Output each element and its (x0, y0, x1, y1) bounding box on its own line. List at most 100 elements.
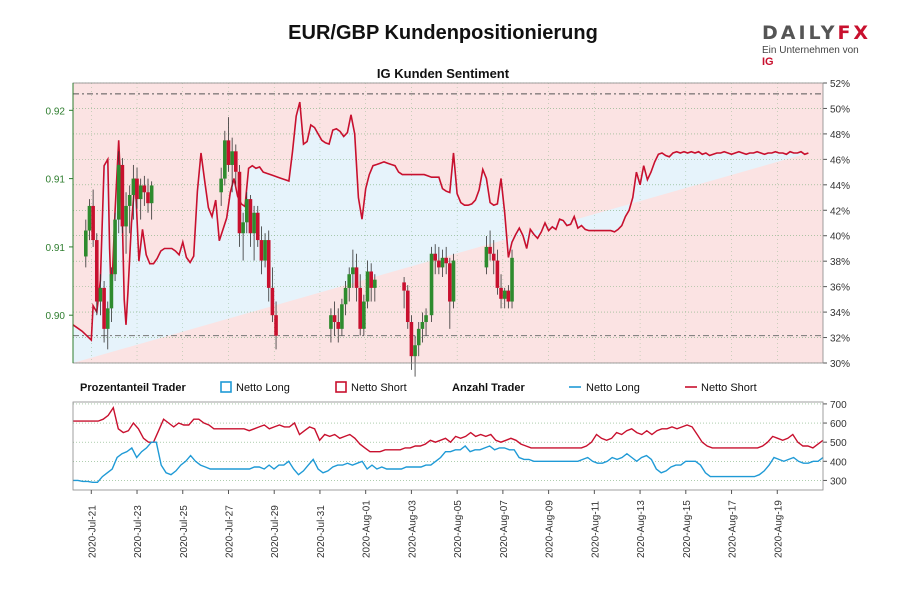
bottom-tick-label: 400 (830, 457, 847, 468)
left-tick-label: 0.92 (46, 106, 66, 117)
x-tick-label: 2020-Aug-09 (545, 500, 556, 558)
candle-body (259, 240, 264, 261)
x-tick-label: 2020-Aug-03 (407, 500, 418, 558)
x-tick-label: 2020-Aug-15 (682, 500, 693, 558)
candle-body (329, 315, 333, 329)
candle-body (437, 260, 441, 268)
candle-body (332, 315, 337, 323)
candle-body (506, 290, 511, 302)
legend-long-box (220, 381, 232, 393)
candle-body (237, 171, 242, 234)
candle-body (263, 240, 267, 261)
net-short-count-line (73, 405, 824, 453)
candle-body (98, 287, 103, 302)
candle-body (234, 151, 238, 172)
candle-body (131, 178, 136, 195)
candle-body (405, 290, 410, 323)
candle-body (340, 304, 344, 329)
x-tick-label: 2020-Jul-23 (133, 505, 144, 558)
candle-body (373, 279, 377, 288)
candle-body (448, 263, 452, 302)
dailyfx-logo: DAILYFX Ein Unternehmen von IG (762, 22, 872, 68)
long-area (73, 102, 809, 363)
candle-body (223, 140, 227, 179)
candle-body (274, 315, 278, 336)
right-tick-label: 48% (830, 130, 850, 141)
candle-body (266, 240, 271, 288)
bottom-plot-frame (72, 401, 824, 491)
candle-body (402, 282, 406, 291)
page-title: EUR/GBP Kundenpositionierung (288, 22, 598, 44)
candle-body (440, 257, 445, 268)
candle-body (230, 151, 234, 165)
legend-count-label: Anzahl Trader (452, 382, 525, 394)
candle-body (491, 253, 496, 261)
candle-body (255, 212, 260, 241)
right-tick-label: 34% (830, 308, 850, 319)
legend-short-label: Netto Short (351, 382, 407, 394)
candle-body (420, 322, 425, 329)
candle-body (444, 257, 448, 264)
x-tick-label: 2020-Aug-19 (773, 500, 784, 558)
logo-tagline: Ein Unternehmen von IG (762, 45, 859, 68)
x-tick-label: 2020-Aug-17 (728, 500, 739, 558)
bottom-tick-label: 700 (830, 400, 847, 411)
candle-body (84, 230, 88, 257)
bottom-tick-label: 300 (830, 476, 847, 487)
candle-body (409, 322, 414, 357)
candle-body (270, 287, 275, 316)
right-tick-label: 46% (830, 155, 850, 166)
chart-subtitle: IG Kunden Sentiment (377, 66, 510, 81)
candle-body (127, 195, 132, 206)
x-tick-label: 2020-Jul-29 (270, 505, 281, 558)
candle-body (451, 260, 456, 302)
candle-body (362, 301, 366, 329)
x-tick-label: 2020-Aug-11 (590, 500, 601, 558)
candle-body (244, 199, 249, 223)
right-tick-label: 38% (830, 257, 850, 268)
candle-body (219, 178, 223, 193)
candle-body (138, 185, 143, 200)
legend-pct-label: Prozentanteil Trader (80, 382, 186, 394)
x-tick-label: 2020-Jul-21 (87, 505, 98, 558)
legend-long-label: Netto Long (236, 382, 290, 394)
right-tick-label: 42% (830, 206, 850, 217)
x-tick-label: 2020-Aug-13 (636, 500, 647, 558)
candle-body (429, 253, 434, 316)
legend-short-count-label: Netto Short (701, 382, 757, 394)
bottom-tick-label: 500 (830, 438, 847, 449)
candle-body (510, 257, 514, 302)
candle-body (135, 178, 139, 200)
candle-body (109, 274, 114, 309)
candle-body (149, 185, 154, 204)
candle-body (343, 287, 348, 305)
candle-body (142, 185, 147, 193)
candle-body (91, 205, 95, 241)
candle-body (94, 240, 99, 302)
candle-body (226, 140, 231, 165)
candle-body (424, 315, 428, 323)
legend-long-count-label: Netto Long (586, 382, 640, 394)
candle-body (347, 274, 352, 288)
legend-short-box (335, 381, 347, 393)
candle-body (369, 271, 373, 288)
candle-body (146, 192, 150, 204)
candle-body (120, 164, 125, 227)
candle-body (502, 290, 507, 299)
left-tick-label: 0.91 (46, 175, 66, 186)
candle-body (358, 287, 362, 329)
x-tick-label: 2020-Jul-25 (179, 505, 190, 558)
x-tick-label: 2020-Jul-27 (224, 505, 235, 558)
candle-body (113, 219, 117, 275)
right-tick-label: 50% (830, 104, 850, 115)
candle-body (124, 205, 128, 227)
candle-body (336, 322, 341, 329)
candle-body (351, 267, 355, 275)
candle-body (413, 345, 417, 357)
candle-body (241, 222, 245, 234)
candle-body (102, 287, 106, 329)
candle-body (116, 164, 121, 220)
candle-body (433, 253, 437, 261)
candle-body (499, 287, 503, 299)
